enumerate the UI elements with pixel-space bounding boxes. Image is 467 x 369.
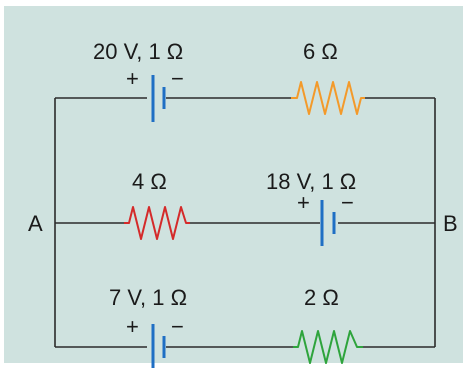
middle-battery-plus-sign: + — [297, 190, 310, 215]
resistor-bottom-2ohm — [293, 330, 363, 364]
top-battery-plus-sign: + — [126, 66, 139, 91]
node-label-b: B — [443, 211, 458, 236]
background-panel — [4, 6, 463, 363]
top-battery-minus-sign: − — [171, 66, 184, 91]
bottom-battery-plus-sign: + — [126, 314, 139, 339]
resistor-middle-4ohm — [124, 206, 190, 240]
label-top-battery: 20 V, 1 Ω — [93, 39, 183, 64]
battery-bottom — [151, 324, 166, 368]
label-top-resistor: 6 Ω — [303, 39, 338, 64]
label-bottom-resistor: 2 Ω — [304, 285, 339, 310]
battery-top — [151, 75, 166, 122]
label-bottom-battery: 7 V, 1 Ω — [109, 285, 187, 310]
node-label-a: A — [28, 211, 43, 236]
label-middle-battery: 18 V, 1 Ω — [266, 169, 356, 194]
resistor-top-6ohm — [291, 81, 365, 115]
bottom-battery-minus-sign: − — [171, 314, 184, 339]
battery-middle — [320, 200, 336, 246]
middle-battery-minus-sign: − — [341, 190, 354, 215]
label-middle-resistor: 4 Ω — [132, 169, 167, 194]
